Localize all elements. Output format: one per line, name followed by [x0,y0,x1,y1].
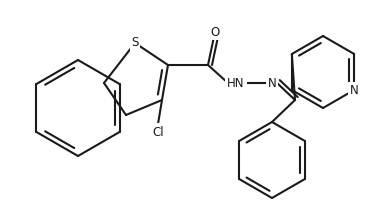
Text: HN: HN [227,77,245,89]
Text: N: N [268,77,276,89]
Text: O: O [211,26,220,38]
Text: Cl: Cl [152,125,164,139]
Text: N: N [350,83,359,97]
Text: S: S [131,36,139,50]
